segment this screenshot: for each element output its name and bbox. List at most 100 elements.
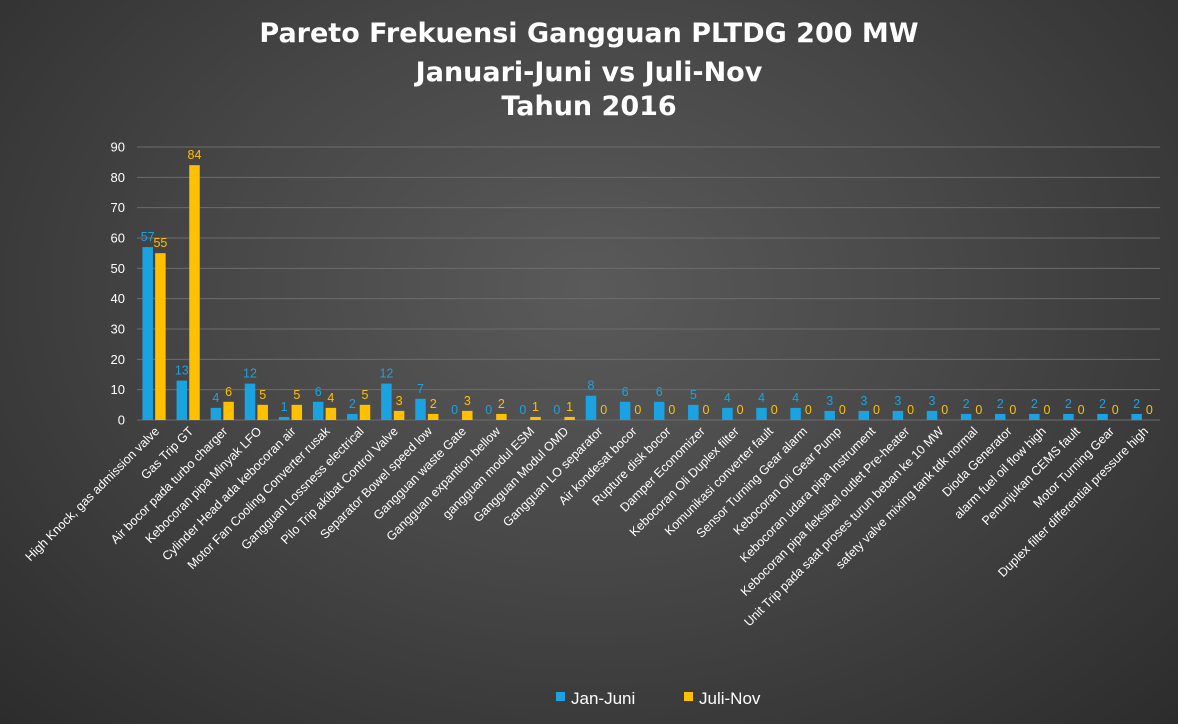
bar-juli-nov — [462, 410, 473, 420]
bar-jan-juni — [824, 410, 835, 420]
data-label-jan-juni: 3 — [929, 394, 936, 408]
data-label-jan-juni: 3 — [894, 394, 901, 408]
data-label-juli-nov: 0 — [1078, 403, 1085, 417]
legend-swatch — [556, 692, 565, 701]
bar-juli-nov — [223, 401, 234, 420]
bar-jan-juni — [960, 413, 972, 420]
data-label-juli-nov: 0 — [1112, 403, 1119, 417]
bar-juli-nov — [325, 407, 337, 420]
legend-label: Juli-Nov — [699, 689, 761, 708]
bar-juli-nov — [155, 253, 166, 420]
bar-juli-nov — [393, 410, 405, 420]
y-tick-label: 0 — [118, 413, 125, 428]
data-label-jan-juni: 2 — [997, 397, 1004, 411]
gridlines — [137, 146, 1160, 421]
bar-juli-nov — [427, 413, 439, 420]
bar-jan-juni — [653, 401, 665, 420]
chart-title-line-3: Tahun 2016 — [501, 91, 676, 122]
chart-title-line-1: Pareto Frekuensi Gangguan PLTDG 200 MW — [259, 18, 918, 49]
data-label-juli-nov: 0 — [1044, 403, 1051, 417]
y-tick-label: 90 — [111, 140, 125, 155]
bar-jan-juni — [347, 413, 358, 420]
bar-juli-nov — [359, 404, 371, 420]
data-label-juli-nov: 2 — [430, 397, 437, 411]
y-tick-label: 30 — [111, 322, 125, 337]
data-label-juli-nov: 0 — [703, 403, 710, 417]
data-label-juli-nov: 0 — [805, 403, 812, 417]
y-tick-label: 80 — [111, 170, 125, 185]
data-label-juli-nov: 55 — [153, 236, 167, 250]
y-axis-ticks: 0 10 20 30 40 50 60 70 80 90 — [111, 140, 125, 428]
data-label-juli-nov: 4 — [327, 391, 334, 405]
data-label-juli-nov: 0 — [600, 403, 607, 417]
data-label-jan-juni: 1 — [281, 400, 288, 414]
chart-title-line-2: Januari-Juni vs Juli-Nov — [414, 57, 763, 88]
bar-jan-juni — [415, 398, 426, 420]
y-tick-label: 10 — [111, 382, 125, 397]
data-label-juli-nov: 3 — [464, 394, 471, 408]
data-label-juli-nov: 0 — [634, 403, 641, 417]
y-tick-label: 50 — [111, 261, 125, 276]
chart-title: Pareto Frekuensi Gangguan PLTDG 200 MW J… — [259, 18, 918, 122]
legend: Jan-Juni Juli-Nov — [556, 689, 761, 708]
bar-jan-juni — [1063, 413, 1074, 420]
data-label-jan-juni: 2 — [1099, 397, 1106, 411]
bar-jan-juni — [210, 407, 222, 420]
data-label-juli-nov: 3 — [396, 394, 403, 408]
legend-swatch — [684, 692, 693, 701]
data-label-juli-nov: 0 — [771, 403, 778, 417]
data-label-jan-juni: 12 — [379, 367, 393, 381]
data-label-jan-juni: 2 — [349, 397, 356, 411]
bar-juli-nov — [496, 413, 507, 420]
data-label-jan-juni: 57 — [141, 230, 155, 244]
data-label-juli-nov: 0 — [668, 403, 675, 417]
data-label-juli-nov: 0 — [1146, 403, 1153, 417]
data-label-juli-nov: 0 — [873, 403, 880, 417]
y-tick-label: 70 — [111, 200, 125, 215]
data-label-juli-nov: 84 — [188, 148, 202, 162]
bar-jan-juni — [585, 395, 597, 420]
data-label-juli-nov: 0 — [907, 403, 914, 417]
data-label-jan-juni: 2 — [1031, 397, 1038, 411]
data-label-juli-nov: 0 — [941, 403, 948, 417]
data-label-juli-nov: 5 — [362, 388, 369, 402]
bar-juli-nov — [564, 416, 575, 420]
bar-jan-juni — [790, 407, 801, 420]
data-label-jan-juni: 4 — [212, 391, 219, 405]
data-label-jan-juni: 4 — [724, 391, 731, 405]
data-label-jan-juni: 5 — [690, 388, 697, 402]
bar-jan-juni — [892, 410, 904, 420]
y-tick-label: 40 — [111, 291, 125, 306]
bar-juli-nov — [530, 416, 541, 420]
bar-jan-juni — [278, 416, 290, 420]
data-label-jan-juni: 0 — [553, 403, 560, 417]
y-tick-label: 60 — [111, 231, 125, 246]
data-label-juli-nov: 5 — [293, 388, 300, 402]
data-label-juli-nov: 6 — [225, 385, 232, 399]
bar-jan-juni — [688, 404, 699, 420]
data-label-juli-nov: 0 — [737, 403, 744, 417]
bar-jan-juni — [1131, 413, 1142, 420]
bar-juli-nov — [291, 404, 303, 420]
data-label-juli-nov: 0 — [839, 403, 846, 417]
data-label-jan-juni: 3 — [860, 394, 867, 408]
data-label-jan-juni: 2 — [1065, 397, 1072, 411]
legend-label: Jan-Juni — [571, 689, 635, 708]
data-label-jan-juni: 2 — [1133, 397, 1140, 411]
bar-jan-juni — [1029, 413, 1040, 420]
data-label-jan-juni: 3 — [826, 394, 833, 408]
data-label-jan-juni: 13 — [175, 364, 189, 378]
data-label-jan-juni: 2 — [963, 397, 970, 411]
bar-jan-juni — [926, 410, 938, 420]
data-label-juli-nov: 0 — [1009, 403, 1016, 417]
bar-jan-juni — [722, 407, 733, 420]
data-label-jan-juni: 8 — [588, 379, 595, 393]
bar-jan-juni — [858, 410, 870, 420]
data-label-jan-juni: 6 — [622, 385, 629, 399]
data-label-jan-juni: 4 — [792, 391, 799, 405]
bar-jan-juni — [244, 383, 256, 420]
